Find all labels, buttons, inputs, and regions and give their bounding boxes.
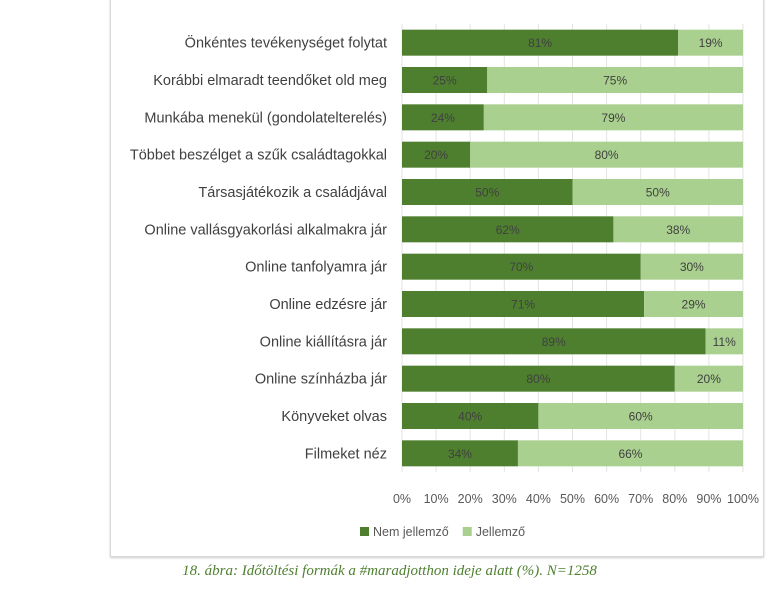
category-label: Többet beszélget a szűk családtagokkal [130,148,387,164]
bar-segment [402,291,645,317]
bar-segment [402,403,539,429]
legend-swatch [360,527,369,536]
bar-segment [644,291,743,317]
figure-caption: 18. ábra: Időtöltési formák a #maradjott… [182,563,597,579]
category-label: Online kiállításra jár [260,334,387,350]
x-tick-label: 40% [526,492,551,506]
data-label: 34% [448,447,472,461]
data-label: 29% [682,298,706,312]
bar-segment [402,67,488,93]
bar-segment [538,403,743,429]
bar-segment [402,29,679,56]
data-label: 30% [680,260,704,274]
category-label: Filmeket néz [305,446,387,462]
x-tick-label: 60% [594,492,619,506]
legend-label: Nem jellemző [373,525,449,539]
data-label: 89% [542,335,566,349]
category-label: Online vallásgyakorlási alkalmakra jár [144,222,387,238]
data-label: 66% [618,447,642,461]
data-label: 50% [646,186,670,200]
bar-segment [483,104,743,131]
bar-segment [678,29,743,56]
bar-segment [674,365,743,392]
data-label: 19% [699,36,723,50]
bar-segment [572,179,743,205]
bar-segment [487,67,743,93]
bar-segment [640,253,743,280]
category-label: Könyveket olvas [281,409,387,425]
bar-segment [402,216,614,243]
data-label: 70% [509,260,533,274]
legend-swatch [462,527,472,536]
data-label: 25% [433,74,457,88]
x-tick-label: 90% [696,492,721,506]
category-label: Önkéntes tevékenységet folytat [185,34,387,52]
data-label: 75% [603,74,627,88]
bar-segment [402,141,471,168]
x-tick-label: 50% [560,492,585,506]
data-label: 80% [595,148,619,162]
data-label: 20% [424,148,448,162]
x-tick-label: 20% [458,492,483,506]
data-label: 40% [458,410,482,424]
x-tick-label: 100% [727,492,759,506]
data-label: 79% [601,111,625,125]
bar-segment [402,440,518,467]
bar-segment [613,216,743,243]
data-label: 62% [496,223,520,237]
x-tick-label: 10% [424,492,449,506]
category-label: Online tanfolyamra jár [245,260,387,276]
data-label: 81% [528,36,552,50]
x-tick-label: 0% [393,492,411,506]
data-label: 50% [475,186,499,200]
bar-segment [402,104,484,131]
data-label: 60% [629,410,653,424]
data-label: 80% [526,372,550,386]
x-tick-label: 70% [628,492,653,506]
bar-segment [470,141,743,168]
bar-segment [402,179,573,205]
data-label: 71% [511,298,535,312]
legend-label: Jellemző [476,525,525,539]
x-tick-label: 80% [662,492,687,506]
bar-segment [402,253,641,280]
x-tick-label: 30% [492,492,517,506]
category-label: Munkába menekül (gondolatelterelés) [144,110,387,126]
data-label: 38% [666,223,690,237]
category-label: Online edzésre jár [269,297,387,313]
data-label: 20% [697,372,721,386]
data-label: 24% [431,111,455,125]
bar-segment [705,328,743,355]
data-label: 11% [713,335,736,349]
bar-segment [517,440,743,467]
bar-segment [402,328,706,355]
category-label: Társasjátékozik a családjával [198,185,387,201]
bar-segment [402,365,675,392]
stacked-bar-chart: 0% 10% 20% 30% 40% 50% 60% 70% 80% 90% 100% Önkénte… [130,24,759,539]
category-label: Korábbi elmaradt teendőket old meg [153,73,387,89]
category-label: Online színházba jár [255,372,387,388]
